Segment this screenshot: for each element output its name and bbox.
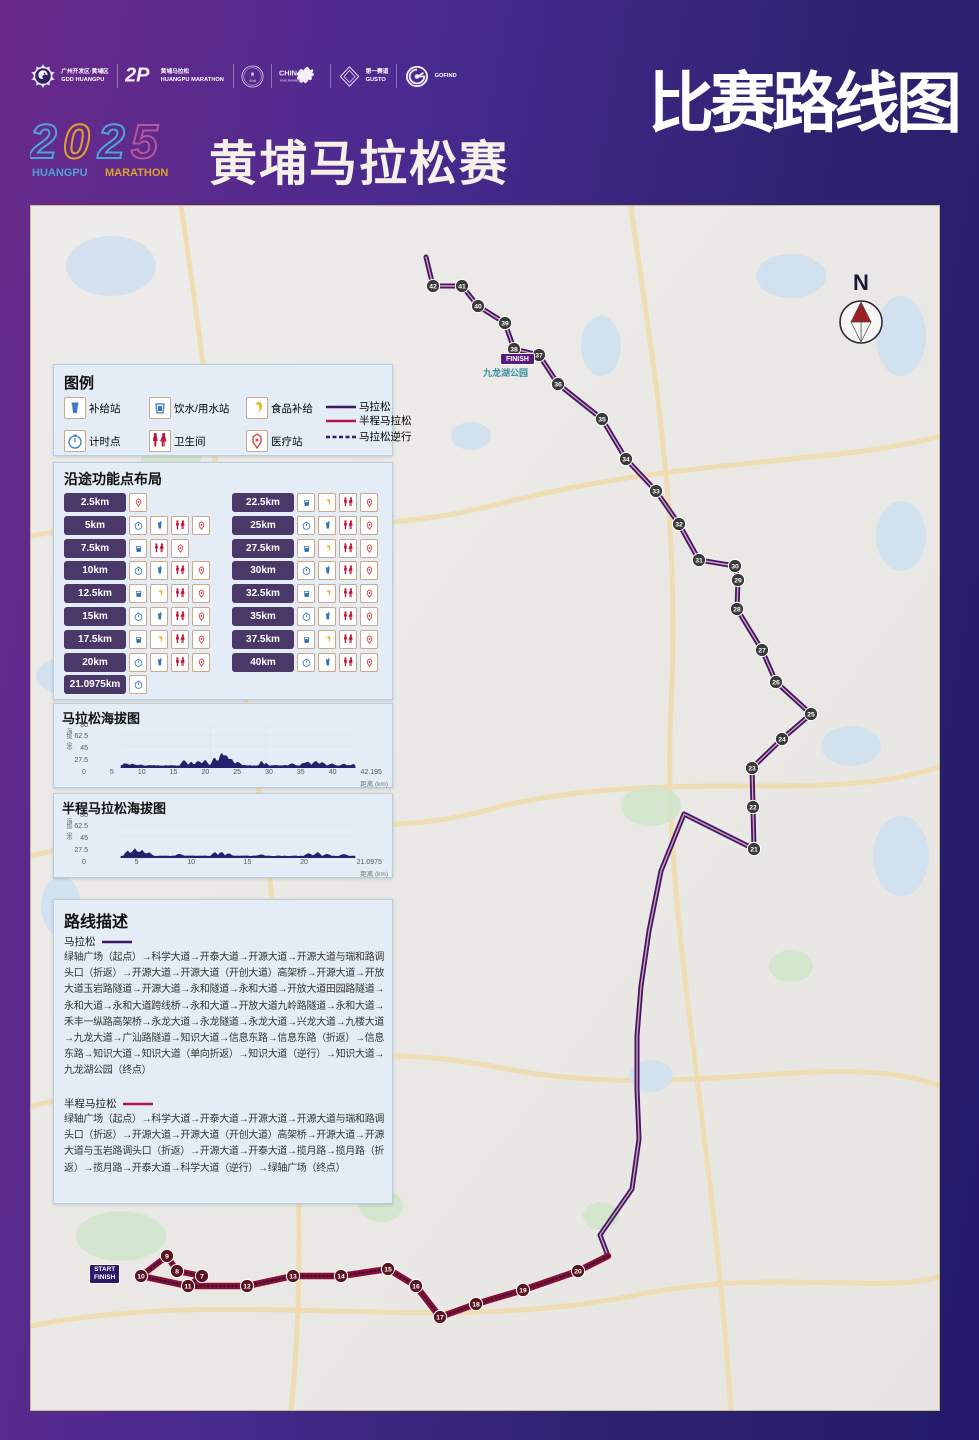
- svg-text:18: 18: [472, 1302, 480, 1309]
- svg-text:40: 40: [474, 304, 482, 311]
- svg-text:31: 31: [695, 558, 703, 565]
- svg-text:39: 39: [501, 321, 509, 328]
- svg-text:27: 27: [758, 648, 766, 655]
- svg-text:42: 42: [429, 284, 437, 291]
- svg-text:2: 2: [97, 116, 125, 169]
- svg-text:34: 34: [622, 457, 630, 464]
- svg-text:12: 12: [243, 1284, 251, 1291]
- svg-text:13: 13: [289, 1274, 297, 1281]
- svg-text:28: 28: [733, 607, 741, 614]
- svg-text:19: 19: [519, 1288, 527, 1295]
- svg-text:ROAD RUNNING: ROAD RUNNING: [280, 79, 299, 82]
- svg-text:20: 20: [574, 1269, 582, 1276]
- svg-text:14: 14: [337, 1274, 345, 1281]
- svg-text:30: 30: [731, 564, 739, 571]
- svg-text:MARATHON: MARATHON: [105, 167, 168, 179]
- svg-text:36: 36: [554, 382, 562, 389]
- svg-text:7: 7: [200, 1274, 204, 1281]
- svg-text:0: 0: [63, 116, 90, 169]
- svg-text:2: 2: [30, 116, 57, 169]
- svg-text:2P: 2P: [125, 65, 150, 87]
- svg-text:8: 8: [175, 1269, 179, 1276]
- svg-text:37: 37: [535, 353, 543, 360]
- svg-text:15: 15: [384, 1267, 392, 1274]
- svg-text:9: 9: [165, 1254, 169, 1261]
- svg-text:10: 10: [137, 1274, 145, 1281]
- svg-text:23: 23: [748, 766, 756, 773]
- svg-text:黄: 黄: [250, 71, 254, 76]
- svg-text:N: N: [853, 270, 869, 295]
- svg-text:35: 35: [598, 417, 606, 424]
- svg-text:26: 26: [772, 680, 780, 687]
- svg-text:24: 24: [778, 737, 786, 744]
- svg-text:马拉松: 马拉松: [249, 78, 257, 82]
- svg-text:17: 17: [436, 1315, 444, 1322]
- svg-text:22: 22: [749, 805, 757, 812]
- svg-text:HUANGPU: HUANGPU: [32, 167, 88, 179]
- svg-text:41: 41: [458, 284, 466, 291]
- svg-text:11: 11: [184, 1284, 191, 1291]
- svg-text:33: 33: [652, 489, 660, 496]
- svg-text:21: 21: [750, 847, 758, 854]
- svg-text:5: 5: [131, 116, 159, 169]
- svg-text:32: 32: [675, 522, 683, 529]
- svg-text:16: 16: [412, 1284, 420, 1291]
- svg-text:29: 29: [734, 578, 742, 585]
- svg-text:25: 25: [807, 712, 815, 719]
